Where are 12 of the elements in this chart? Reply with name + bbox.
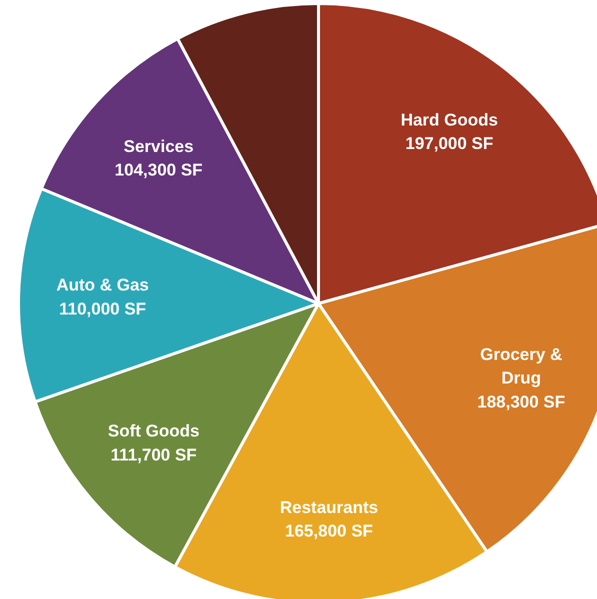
data-label: 188,300 SF — [477, 392, 566, 412]
data-label: 165,800 SF — [285, 522, 373, 541]
slice-label: Hard Goods — [400, 110, 498, 130]
data-label: 104,300 SF — [114, 160, 203, 180]
slice-label: Restaurants — [280, 498, 378, 517]
data-label: 110,000 SF — [59, 299, 146, 318]
slice-label: Soft Goods — [108, 422, 200, 441]
slice-label: Services — [124, 136, 194, 156]
slice-label: Auto & Gas — [56, 276, 149, 295]
data-label: 111,700 SF — [110, 445, 197, 464]
slice-label: Grocery & Drug — [480, 344, 562, 388]
data-label: 197,000 SF — [405, 134, 494, 154]
